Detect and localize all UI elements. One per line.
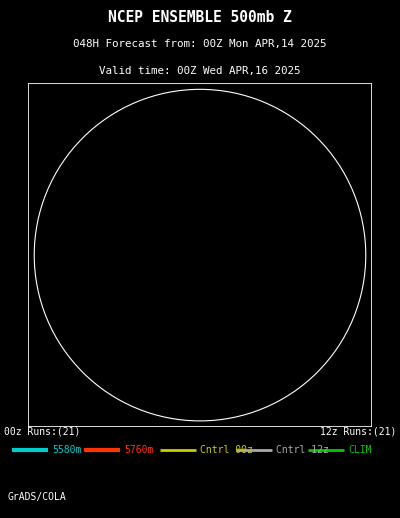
Text: CLIM: CLIM — [348, 445, 372, 455]
Text: GrADS/COLA: GrADS/COLA — [8, 492, 67, 502]
Text: 00z Runs:(21): 00z Runs:(21) — [4, 427, 80, 437]
Text: Cntrl 12z: Cntrl 12z — [276, 445, 329, 455]
Text: 048H Forecast from: 00Z Mon APR,14 2025: 048H Forecast from: 00Z Mon APR,14 2025 — [73, 38, 327, 49]
Text: NCEP ENSEMBLE 500mb Z: NCEP ENSEMBLE 500mb Z — [108, 10, 292, 25]
Text: Cntrl 00z: Cntrl 00z — [200, 445, 253, 455]
Text: 5760m: 5760m — [124, 445, 153, 455]
PathPatch shape — [28, 83, 372, 427]
Circle shape — [34, 89, 366, 421]
Text: 5580m: 5580m — [52, 445, 81, 455]
Text: Valid time: 00Z Wed APR,16 2025: Valid time: 00Z Wed APR,16 2025 — [99, 66, 301, 76]
Text: 12z Runs:(21): 12z Runs:(21) — [320, 427, 396, 437]
